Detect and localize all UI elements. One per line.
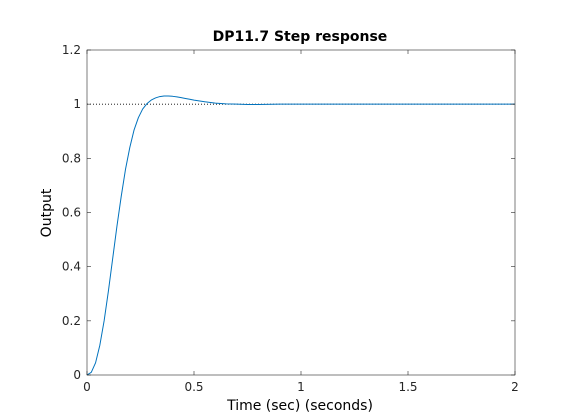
y-tick-label: 1.2 [62, 43, 81, 57]
x-tick-label: 1.5 [398, 380, 417, 394]
x-tick-label: 0 [83, 380, 91, 394]
plot-area [87, 50, 515, 375]
chart-title: DP11.7 Step response [213, 29, 388, 45]
y-tick-label: 0.8 [62, 151, 81, 165]
y-tick-label: 0.6 [62, 206, 81, 220]
ticks-layer: 0 0.5 1 1.5 2 0 0.2 0.4 0.6 0.8 1 1.2 [62, 43, 519, 394]
x-tick-label: 0.5 [184, 380, 203, 394]
y-tick-label: 0.2 [62, 314, 81, 328]
y-tick-label: 1 [73, 97, 81, 111]
x-tick-label: 1 [297, 380, 305, 394]
y-tick-label: 0.4 [62, 260, 81, 274]
y-axis-label: Output [39, 188, 55, 237]
x-tick-label: 2 [511, 380, 519, 394]
step-response-series-line [86, 95, 515, 376]
x-axis-label: Time (sec) (seconds) [226, 398, 373, 414]
y-tick-label: 0 [73, 368, 81, 382]
series-layer [86, 95, 515, 376]
